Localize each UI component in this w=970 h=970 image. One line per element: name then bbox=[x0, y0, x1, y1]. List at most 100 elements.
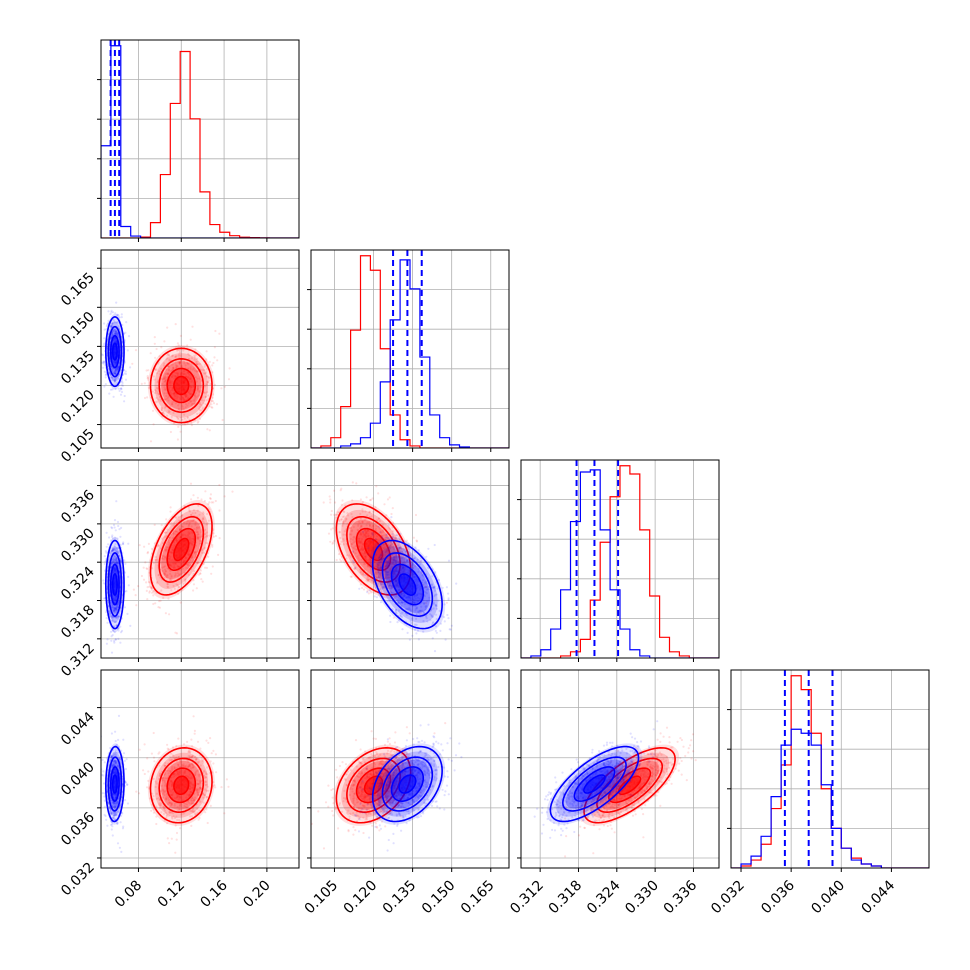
sample-point bbox=[418, 612, 421, 616]
sample-point bbox=[330, 513, 333, 516]
sample-point bbox=[164, 376, 167, 379]
sample-point bbox=[391, 507, 394, 510]
sample-point bbox=[213, 356, 216, 359]
sample-point bbox=[211, 400, 215, 403]
sample-point bbox=[174, 371, 178, 375]
sample-point bbox=[384, 533, 387, 536]
sample-point bbox=[174, 631, 177, 634]
sample-point bbox=[403, 561, 406, 564]
sample-point bbox=[380, 531, 383, 534]
sample-point bbox=[164, 761, 167, 765]
sample-point bbox=[176, 364, 179, 368]
sample-point bbox=[390, 591, 393, 594]
sample-point bbox=[428, 596, 431, 599]
sample-point bbox=[163, 398, 166, 401]
sample-point bbox=[114, 595, 118, 598]
sample-point bbox=[178, 353, 181, 356]
sample-point bbox=[178, 804, 182, 807]
sample-point bbox=[390, 592, 393, 595]
sample-point bbox=[402, 566, 405, 569]
sample-point bbox=[368, 525, 372, 528]
sample-point bbox=[176, 795, 179, 799]
sample-point bbox=[186, 520, 189, 523]
sample-point bbox=[401, 566, 405, 570]
panel-0-0 bbox=[97, 39, 300, 242]
sample-point bbox=[137, 585, 140, 588]
sample-point bbox=[105, 642, 108, 645]
sample-point bbox=[163, 771, 166, 774]
sample-point bbox=[365, 535, 368, 538]
sample-point bbox=[348, 540, 351, 543]
sample-point bbox=[346, 522, 349, 526]
sample-point bbox=[113, 607, 116, 611]
sample-point bbox=[397, 544, 400, 547]
sample-point bbox=[170, 794, 173, 797]
sample-point bbox=[206, 821, 209, 825]
sample-point bbox=[376, 562, 379, 565]
sample-point bbox=[392, 521, 395, 525]
sample-point bbox=[361, 508, 364, 511]
sample-point bbox=[394, 580, 397, 583]
sample-point bbox=[205, 383, 209, 386]
sample-point bbox=[123, 372, 126, 375]
sample-point bbox=[177, 344, 180, 347]
sample-point bbox=[200, 529, 203, 532]
sample-point bbox=[365, 524, 368, 527]
sample-point bbox=[176, 565, 180, 568]
sample-point bbox=[181, 398, 185, 401]
sample-point bbox=[367, 592, 370, 595]
sample-point bbox=[113, 548, 116, 551]
sample-point bbox=[115, 559, 118, 562]
contour-red bbox=[158, 358, 205, 413]
sample-point bbox=[408, 638, 411, 641]
sample-point bbox=[364, 536, 367, 539]
sample-point bbox=[151, 409, 155, 412]
sample-point bbox=[414, 607, 417, 610]
sample-point bbox=[204, 781, 207, 784]
sample-point bbox=[110, 526, 113, 529]
sample-point bbox=[444, 638, 447, 641]
sample-point bbox=[184, 395, 188, 398]
sample-point bbox=[113, 596, 116, 599]
sample-point bbox=[110, 566, 113, 569]
sample-point bbox=[392, 575, 396, 578]
sample-point bbox=[103, 360, 106, 363]
sample-point bbox=[390, 561, 394, 564]
sample-point bbox=[370, 515, 373, 518]
sample-point bbox=[388, 545, 391, 548]
sample-point bbox=[192, 537, 195, 540]
sample-point bbox=[184, 394, 187, 398]
sample-point bbox=[155, 390, 158, 393]
sample-point bbox=[184, 557, 187, 560]
sample-point bbox=[178, 772, 181, 775]
sample-point bbox=[394, 574, 398, 577]
sample-point bbox=[120, 390, 124, 394]
sample-point bbox=[411, 598, 415, 601]
sample-point bbox=[118, 389, 121, 392]
sample-point bbox=[367, 579, 370, 582]
sample-point bbox=[449, 628, 452, 631]
sample-point bbox=[112, 560, 115, 564]
sample-point bbox=[410, 570, 413, 573]
sample-point bbox=[171, 788, 174, 791]
sample-point bbox=[113, 381, 116, 384]
sample-point bbox=[184, 559, 187, 562]
sample-point bbox=[349, 575, 352, 578]
sample-point bbox=[379, 565, 382, 568]
sample-point bbox=[168, 811, 171, 814]
sample-point bbox=[358, 559, 361, 562]
sample-point bbox=[435, 605, 438, 608]
sample-point bbox=[385, 549, 388, 552]
sample-point bbox=[160, 367, 163, 370]
sample-point bbox=[192, 589, 195, 592]
sample-point bbox=[385, 562, 388, 565]
sample-point bbox=[171, 561, 174, 564]
sample-point bbox=[395, 577, 398, 581]
sample-point bbox=[184, 578, 187, 581]
sample-point bbox=[165, 379, 168, 382]
sample-point bbox=[391, 585, 394, 588]
sample-point bbox=[157, 797, 160, 800]
sample-point bbox=[172, 422, 176, 425]
sample-point bbox=[194, 551, 197, 554]
sample-point bbox=[127, 335, 131, 338]
